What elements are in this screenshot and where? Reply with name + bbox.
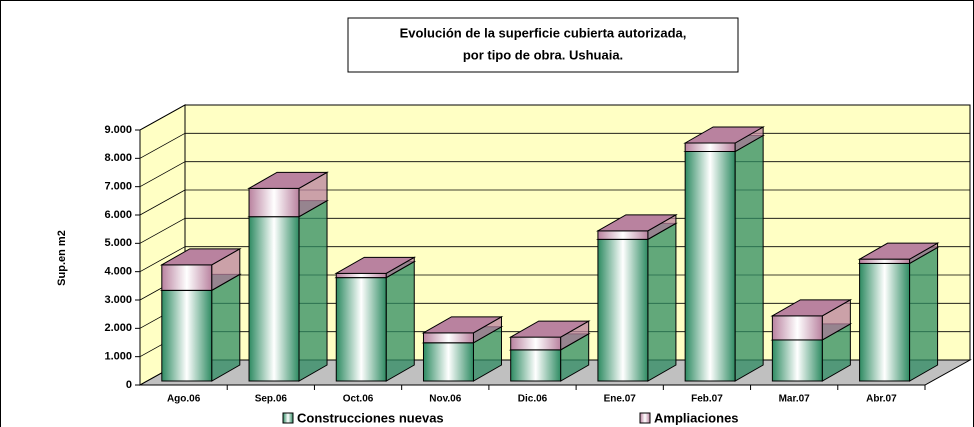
bar: [248, 187, 300, 218]
title-box: [347, 17, 739, 73]
x-tick-label: Dic.06: [518, 394, 548, 405]
legend-swatch: [639, 412, 651, 424]
x-tick-label: Sep.06: [255, 394, 288, 405]
y-tick-label: 8.000: [104, 152, 132, 164]
y-tick-label: 4.000: [104, 266, 132, 278]
bar: [684, 142, 736, 152]
grid-line: [139, 246, 186, 273]
y-tick-label: 3.000: [104, 294, 132, 306]
x-tick-label: Feb.07: [691, 394, 723, 405]
bar-top: [683, 126, 766, 144]
bar: [510, 336, 562, 351]
y-tick-label: 2.000: [104, 322, 132, 334]
bar: [161, 289, 213, 382]
bar-top: [857, 242, 940, 260]
bar: [859, 262, 911, 382]
y-tick-label: 9.000: [104, 124, 132, 136]
bar-top: [508, 320, 591, 338]
legend-swatch: [282, 412, 294, 424]
bar: [859, 258, 911, 264]
x-tick-label: Mar.07: [779, 394, 811, 405]
bar-side: [909, 246, 939, 382]
x-tick-label: Oct.06: [343, 394, 374, 405]
y-tick-label: 1.000: [104, 351, 132, 363]
bar-side: [647, 222, 677, 382]
bar: [161, 264, 213, 291]
bar: [771, 315, 823, 341]
bar-top: [596, 214, 678, 232]
legend-label: Ampliaciones: [654, 410, 739, 425]
bar-top: [247, 171, 329, 189]
bar: [422, 332, 474, 344]
bar-top: [770, 299, 853, 317]
bar: [684, 151, 736, 382]
x-tick-label: Nov.06: [429, 394, 461, 405]
bar: [510, 349, 562, 382]
grid-line: [139, 189, 186, 216]
x-tick-label: Ene.07: [604, 394, 637, 405]
bar-side: [298, 199, 328, 382]
bar-top: [334, 256, 417, 274]
y-tick-label: 5.000: [104, 237, 132, 249]
y-tick-label: 7.000: [104, 181, 132, 193]
bar: [597, 230, 649, 240]
bar-top: [159, 248, 242, 266]
y-tick-label: 6.000: [104, 209, 132, 221]
bar-side: [211, 273, 241, 382]
bar: [335, 277, 387, 382]
y-tick-label: 0: [126, 379, 132, 391]
bar-side: [385, 260, 415, 382]
chart-title: Evolución de la superficie cubierta auto…: [400, 25, 687, 40]
bar: [597, 238, 649, 382]
bar: [335, 272, 387, 279]
x-tick-label: Ago.06: [167, 394, 201, 405]
legend-label: Construcciones nuevas: [297, 410, 444, 425]
x-tick-label: Abr.07: [866, 394, 897, 405]
bar-top: [421, 316, 504, 334]
bar: [422, 342, 474, 382]
bar: [771, 339, 823, 382]
grid-line: [139, 104, 186, 131]
bar: [248, 216, 300, 382]
grid-line: [139, 217, 186, 244]
grid-line: [139, 161, 186, 188]
y-axis-label: Sup.en m2: [56, 230, 68, 286]
bar-side: [734, 134, 764, 382]
chart-subtitle: por tipo de obra. Ushuaia.: [463, 47, 623, 62]
grid-line: [139, 132, 186, 159]
